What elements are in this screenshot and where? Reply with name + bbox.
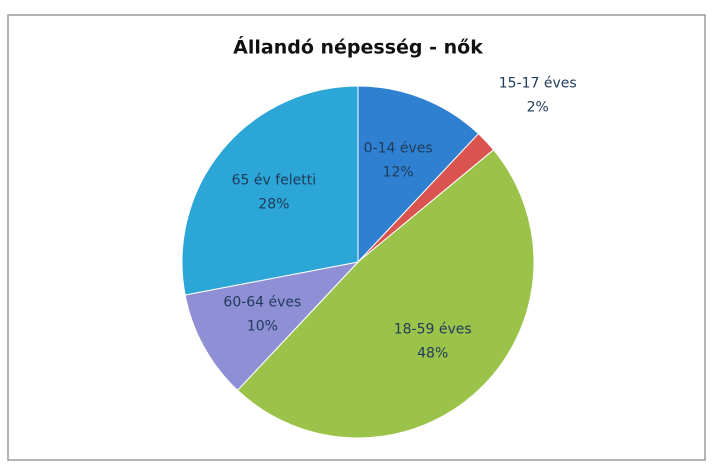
slice-category-label: 60-64 éves <box>223 295 301 311</box>
slice-value-label: 48% <box>417 346 448 362</box>
slice-value-label: 2% <box>527 99 549 115</box>
chart-title: Állandó népesség - nők <box>233 36 483 59</box>
slice-value-label: 12% <box>383 165 414 181</box>
pie-slice <box>184 261 360 392</box>
slice-category-label: 18-59 éves <box>394 322 472 338</box>
slice-value-label: 28% <box>258 196 289 212</box>
pie-slice <box>357 85 480 264</box>
pie-slice <box>181 85 359 296</box>
pie-slice <box>236 149 535 439</box>
slice-value-label: 10% <box>247 319 278 335</box>
slice-category-label: 0-14 éves <box>364 141 433 157</box>
slice-category-label: 15-17 éves <box>499 75 577 91</box>
slice-category-label: 65 év feletti <box>232 172 317 188</box>
